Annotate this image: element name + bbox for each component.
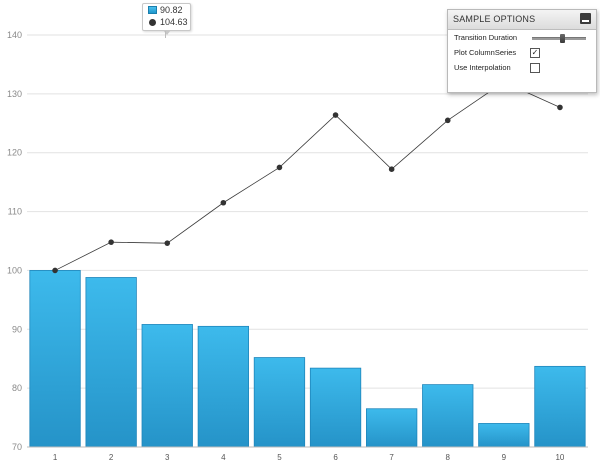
column-bar[interactable] <box>534 365 586 448</box>
line-point[interactable] <box>388 166 395 172</box>
collapse-panel-icon[interactable] <box>580 13 591 24</box>
slider-thumb[interactable] <box>559 34 565 43</box>
column-bar[interactable] <box>366 408 418 448</box>
tooltip-line-value: 104.63 <box>160 17 188 27</box>
line-series <box>52 79 563 274</box>
use-interpolation-checkbox[interactable] <box>530 63 540 73</box>
line-point[interactable] <box>108 239 114 245</box>
line-marker-icon <box>149 18 156 26</box>
transition-duration-row: Transition Duration <box>448 30 596 45</box>
y-tick-label: 90 <box>12 324 22 334</box>
tooltip-column-row: 90.82 <box>143 4 190 16</box>
line-point[interactable] <box>164 240 171 246</box>
tooltip-pointer <box>165 31 166 38</box>
y-tick-label: 70 <box>12 442 22 452</box>
column-bar[interactable] <box>309 367 362 448</box>
tooltip-column-value: 90.82 <box>160 5 183 15</box>
line-point[interactable] <box>557 104 563 111</box>
plot-column-series-row: Plot ColumnSeries ✓ <box>448 45 596 60</box>
y-tick-label: 130 <box>7 89 22 99</box>
x-tick-label: 6 <box>333 453 338 462</box>
column-bar[interactable] <box>197 325 249 448</box>
x-axis-ticks: 1 2 3 4 5 6 7 8 9 10 <box>27 446 588 462</box>
tooltip-line-row: 104.63 <box>143 16 190 28</box>
line-path <box>54 81 561 271</box>
panel-title: SAMPLE OPTIONS <box>453 14 536 24</box>
x-tick-label: 10 <box>555 453 564 462</box>
column-series <box>29 270 586 448</box>
x-tick-label: 5 <box>277 453 282 462</box>
y-tick-label: 100 <box>7 265 22 275</box>
data-tooltip: 90.82 104.63 <box>142 3 191 35</box>
plot-column-series-checkbox[interactable]: ✓ <box>530 48 540 58</box>
line-point[interactable] <box>276 164 283 171</box>
y-tick-label: 110 <box>8 207 22 217</box>
panel-header: SAMPLE OPTIONS <box>448 10 596 30</box>
column-bar[interactable] <box>141 324 193 448</box>
column-bar[interactable] <box>253 357 306 448</box>
x-tick-label: 1 <box>53 453 58 462</box>
transition-duration-slider[interactable] <box>532 34 586 43</box>
column-bar[interactable] <box>422 384 474 448</box>
plot-column-series-label: Plot ColumnSeries <box>454 48 517 57</box>
y-tick-label: 140 <box>7 30 22 40</box>
x-tick-label: 3 <box>165 453 170 462</box>
x-tick-label: 8 <box>446 453 451 462</box>
line-point[interactable] <box>444 117 451 124</box>
use-interpolation-row: Use Interpolation <box>448 60 596 75</box>
use-interpolation-label: Use Interpolation <box>454 63 511 72</box>
column-swatch-icon <box>148 6 157 14</box>
line-point[interactable] <box>52 267 58 274</box>
y-tick-label: 120 <box>7 148 22 158</box>
column-bar[interactable] <box>85 277 137 448</box>
x-tick-label: 9 <box>502 453 507 462</box>
column-bar[interactable] <box>29 270 81 448</box>
line-point[interactable] <box>220 199 227 206</box>
sample-options-panel: SAMPLE OPTIONS Transition Duration Plot … <box>447 9 597 93</box>
x-tick-label: 4 <box>221 453 226 462</box>
x-tick-label: 7 <box>389 453 394 462</box>
x-tick-label: 2 <box>109 453 114 462</box>
column-bar[interactable] <box>478 423 530 448</box>
y-axis-ticks: 70 80 90 100 110 120 130 140 <box>7 30 22 452</box>
y-tick-label: 80 <box>12 383 22 393</box>
transition-duration-label: Transition Duration <box>454 33 518 42</box>
line-point[interactable] <box>332 112 339 118</box>
